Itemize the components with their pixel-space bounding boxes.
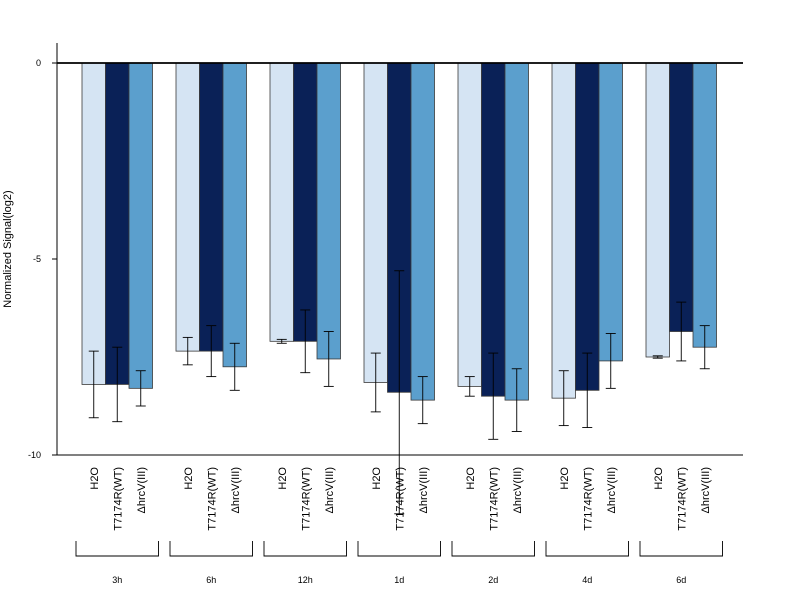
category-label: H2O (653, 467, 665, 490)
group-label: 4d (582, 575, 592, 585)
bar (269, 62, 294, 342)
bar (457, 62, 482, 387)
category-label: H2O (183, 467, 195, 490)
category-label: ΔhrcV(III) (418, 467, 430, 513)
bar (105, 62, 130, 385)
bar (293, 62, 318, 342)
group-bracket (169, 541, 253, 557)
bar (128, 62, 153, 389)
group-label: 12h (298, 575, 313, 585)
bar (551, 62, 576, 399)
y-tick-label: 0 (36, 58, 41, 68)
y-tick-label: -10 (28, 450, 41, 460)
bar (199, 62, 224, 352)
category-label: T7174R(WT) (582, 467, 594, 531)
group-label: 6d (676, 575, 686, 585)
category-label: ΔhrcV(III) (230, 467, 242, 513)
y-tick-label: -5 (33, 254, 41, 264)
group-label: 3h (112, 575, 122, 585)
category-label: ΔhrcV(III) (700, 467, 712, 513)
bar (175, 62, 200, 352)
group-bracket (451, 541, 535, 557)
error-bars-layer (88, 270, 710, 515)
category-label: ΔhrcV(III) (136, 467, 148, 513)
bar (410, 62, 435, 401)
category-label: T7174R(WT) (300, 467, 312, 531)
category-label: T7174R(WT) (206, 467, 218, 531)
category-label: H2O (277, 467, 289, 490)
category-label: T7174R(WT) (394, 467, 406, 531)
axes: 0 -5 -10 Normalized Signal(log2) (2, 43, 743, 460)
group-bracket (75, 541, 159, 557)
bar (363, 62, 388, 383)
category-label: T7174R(WT) (676, 467, 688, 531)
bar (81, 62, 106, 385)
group-bracket (357, 541, 441, 557)
category-label: T7174R(WT) (488, 467, 500, 531)
group-bracket (545, 541, 629, 557)
category-label: ΔhrcV(III) (512, 467, 524, 513)
bar (222, 62, 247, 368)
category-label: H2O (559, 467, 571, 490)
category-label: H2O (465, 467, 477, 490)
category-label: H2O (371, 467, 383, 490)
category-label: H2O (89, 467, 101, 490)
category-label: ΔhrcV(III) (324, 467, 336, 513)
bar (504, 62, 529, 401)
bar (669, 62, 694, 332)
bar (316, 62, 341, 360)
bar (481, 62, 506, 397)
bar (575, 62, 600, 391)
group-bracket (639, 541, 723, 557)
bars-layer (81, 62, 717, 401)
bar (645, 62, 670, 358)
category-label: ΔhrcV(III) (606, 467, 618, 513)
bar (692, 62, 717, 348)
group-bracket (263, 541, 347, 557)
bar (598, 62, 623, 362)
category-label: T7174R(WT) (112, 467, 124, 531)
group-label: 1d (394, 575, 404, 585)
labels-layer: H2O T7174R(WT) ΔhrcV(III) 3h H2O T7174R(WT) Δh… (57, 62, 743, 585)
group-label: 6h (206, 575, 216, 585)
y-axis-label: Normalized Signal(log2) (2, 190, 14, 307)
group-label: 2d (488, 575, 498, 585)
